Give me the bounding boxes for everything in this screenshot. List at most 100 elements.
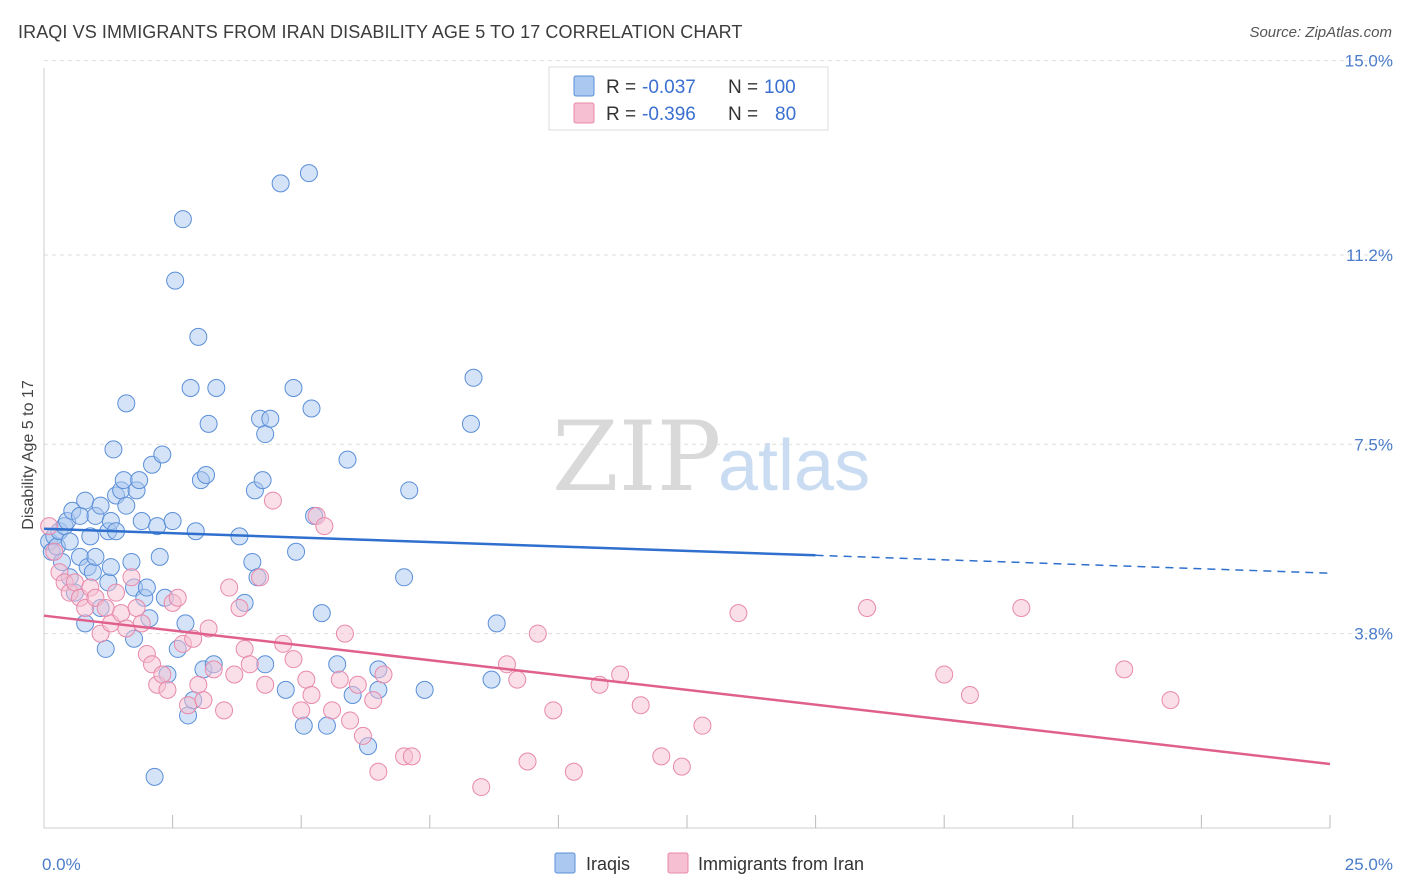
data-point-iran	[960, 685, 979, 704]
data-point-iraqis	[132, 512, 151, 531]
data-point-iraqis	[482, 670, 501, 689]
data-point-iraqis	[276, 680, 295, 699]
data-point-iraqis	[395, 568, 414, 587]
data-point-iraqis	[415, 680, 434, 699]
data-point-iraqis	[464, 368, 483, 387]
data-point-iraqis	[173, 210, 192, 229]
data-point-iraqis	[145, 767, 164, 786]
data-point-iran	[302, 685, 321, 704]
y-tick-label: 3.8%	[1354, 625, 1393, 644]
data-point-iraqis	[261, 409, 280, 428]
legend-r-value-iraqis: -0.037	[642, 77, 696, 98]
data-point-iraqis	[256, 425, 275, 444]
data-point-iran	[518, 752, 537, 771]
data-point-iran	[132, 614, 151, 633]
y-axis-title: Disability Age 5 to 17	[20, 380, 37, 530]
data-point-iran	[158, 680, 177, 699]
data-point-iraqis	[96, 639, 115, 658]
data-point-iraqis	[186, 522, 205, 541]
data-point-iraqis	[461, 414, 480, 433]
data-point-iran	[215, 701, 234, 720]
data-point-iran	[323, 701, 342, 720]
chart-title: IRAQI VS IMMIGRANTS FROM IRAN DISABILITY…	[18, 22, 743, 42]
data-point-iraqis	[189, 327, 208, 346]
legend-r-label-iraqis: R =	[606, 77, 636, 98]
data-point-iran	[508, 670, 527, 689]
data-point-iraqis	[76, 614, 95, 633]
data-point-iraqis	[150, 547, 169, 566]
data-point-iran	[564, 762, 583, 781]
data-point-iraqis	[253, 471, 272, 490]
data-point-iran	[284, 650, 303, 669]
chart-source: Source: ZipAtlas.com	[1249, 24, 1392, 41]
data-point-iran	[194, 691, 213, 710]
data-point-iraqis	[117, 394, 136, 413]
data-point-iran	[168, 588, 187, 607]
trend-line-iraqis-extension	[815, 554, 1331, 574]
data-point-iran	[652, 747, 671, 766]
bottom-legend-label-iran: Immigrants from Iran	[698, 854, 864, 874]
watermark-atlas: atlas	[718, 426, 870, 506]
data-point-iraqis	[317, 716, 336, 735]
x-tick-label: 0.0%	[42, 855, 81, 874]
data-point-iraqis	[91, 496, 110, 515]
legend-n-label-iraqis: N =	[728, 77, 758, 98]
y-tick-label: 7.5%	[1354, 435, 1393, 454]
data-point-iraqis	[256, 655, 275, 674]
legend-box	[548, 66, 829, 131]
data-point-iran	[127, 599, 146, 618]
data-point-iraqis	[101, 558, 120, 577]
legend-top: R = -0.037 N = 100 R = -0.396 N = 80	[548, 66, 829, 131]
y-tick-label: 15.0%	[1345, 52, 1393, 71]
bottom-legend-swatch-iraqis	[554, 852, 576, 874]
legend-swatch-iraqis	[573, 75, 595, 97]
data-point-iraqis	[176, 614, 195, 633]
data-point-iraqis	[287, 542, 306, 561]
data-point-iraqis	[104, 440, 123, 459]
data-point-iraqis	[302, 399, 321, 418]
series-iran	[40, 491, 1180, 797]
data-point-iran	[330, 670, 349, 689]
data-point-iraqis	[338, 450, 357, 469]
data-point-iran	[240, 655, 259, 674]
data-point-iran	[374, 665, 393, 684]
data-point-iraqis	[197, 465, 216, 484]
data-point-iran	[204, 660, 223, 679]
data-point-iran	[341, 711, 360, 730]
data-point-iran	[729, 604, 748, 623]
data-point-iran	[1161, 691, 1180, 710]
data-point-iran	[112, 604, 131, 623]
data-point-iran	[122, 568, 141, 587]
bottom-legend-label-iraqis: Iraqis	[586, 854, 630, 874]
data-point-iran	[220, 578, 239, 597]
data-point-iran	[472, 778, 491, 797]
data-point-iran	[230, 599, 249, 618]
data-point-iraqis	[122, 552, 141, 571]
gridlines	[44, 60, 1395, 635]
x-ticks: 0.0% 25.0%	[42, 815, 1393, 874]
trend-line-iraqis	[43, 527, 816, 557]
data-point-iraqis	[130, 471, 149, 490]
data-point-iran	[117, 619, 136, 638]
data-point-iran	[297, 670, 316, 689]
y-tick-label: 11.2%	[1346, 246, 1393, 265]
data-point-iran	[935, 665, 954, 684]
trend-lines	[43, 527, 1331, 766]
trend-line-iran	[43, 614, 1331, 766]
data-point-iran	[225, 665, 244, 684]
legend-n-label-iran: N =	[728, 104, 758, 125]
data-point-iraqis	[117, 496, 136, 515]
data-point-iran	[189, 675, 208, 694]
legend-r-label-iran: R =	[606, 104, 636, 125]
data-point-iran	[402, 747, 421, 766]
legend-r-value-iran: -0.396	[642, 104, 696, 125]
legend-n-value-iran: 80	[775, 104, 796, 125]
data-point-iran	[858, 599, 877, 618]
data-point-iraqis	[299, 164, 318, 183]
data-point-iraqis	[83, 563, 102, 582]
data-point-iraqis	[153, 445, 172, 464]
data-point-iran	[179, 696, 198, 715]
data-point-iran	[292, 701, 311, 720]
data-point-iran	[107, 583, 126, 602]
